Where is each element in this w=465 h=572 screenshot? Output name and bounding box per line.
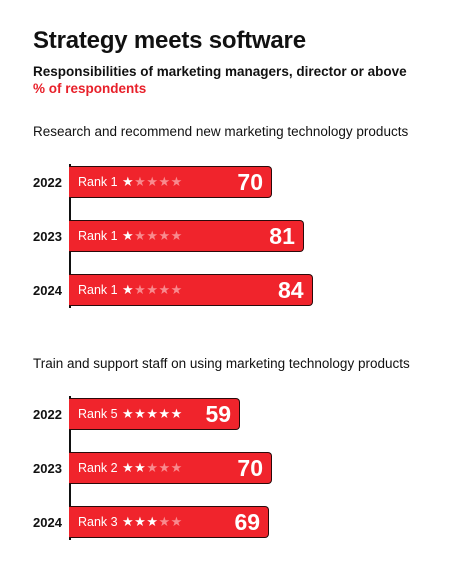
star-filled-icon: ★: [134, 514, 147, 529]
star-filled-icon: ★: [122, 406, 135, 421]
star-empty-icon: ★: [146, 228, 159, 243]
rank-stars: ★★★★★: [122, 514, 183, 530]
star-empty-icon: ★: [146, 460, 159, 475]
star-filled-icon: ★: [146, 514, 159, 529]
rank-stars: ★★★★★: [122, 282, 183, 298]
star-filled-icon: ★: [146, 406, 159, 421]
star-filled-icon: ★: [158, 406, 171, 421]
year-label: 2024: [33, 515, 62, 530]
rank-label: Rank 2: [78, 461, 118, 475]
rank-stars: ★★★★★: [122, 406, 183, 422]
rank-label: Rank 1: [78, 229, 118, 243]
value-label: 59: [205, 401, 232, 427]
star-filled-icon: ★: [134, 460, 147, 475]
star-empty-icon: ★: [170, 282, 183, 297]
star-filled-icon: ★: [122, 460, 135, 475]
star-empty-icon: ★: [170, 514, 183, 529]
star-empty-icon: ★: [158, 460, 171, 475]
star-filled-icon: ★: [170, 406, 183, 421]
value-label: 84: [278, 277, 304, 303]
star-empty-icon: ★: [170, 460, 183, 475]
year-label: 2024: [33, 283, 62, 298]
star-empty-icon: ★: [170, 228, 183, 243]
bar: Rank 3 ★★★★★ 69: [69, 506, 270, 538]
star-empty-icon: ★: [170, 174, 183, 189]
value-label: 81: [269, 223, 295, 249]
star-empty-icon: ★: [134, 228, 147, 243]
year-label: 2022: [33, 407, 62, 422]
rank-label: Rank 3: [78, 515, 118, 529]
star-empty-icon: ★: [146, 282, 159, 297]
panel-title: Research and recommend new marketing tec…: [33, 124, 409, 139]
star-filled-icon: ★: [122, 174, 135, 189]
star-filled-icon: ★: [122, 282, 135, 297]
star-empty-icon: ★: [158, 514, 171, 529]
year-label: 2023: [33, 229, 62, 244]
bar: Rank 1 ★★★★★ 81: [69, 220, 304, 252]
value-label: 70: [237, 455, 263, 481]
rank-stars: ★★★★★: [122, 228, 183, 244]
star-filled-icon: ★: [122, 514, 135, 529]
panel-title: Train and support staff on using marketi…: [33, 356, 410, 371]
rank-label: Rank 5: [78, 407, 118, 421]
star-empty-icon: ★: [158, 174, 171, 189]
value-label: 70: [237, 169, 263, 195]
rank-stars: ★★★★★: [122, 460, 183, 476]
star-empty-icon: ★: [134, 282, 147, 297]
chart-subtitle: Responsibilities of marketing managers, …: [33, 64, 407, 79]
rank-label: Rank 1: [78, 175, 118, 189]
rank-label: Rank 1: [78, 283, 118, 297]
chart-title: Strategy meets software: [33, 27, 306, 54]
bar: Rank 5 ★★★★★ 59: [69, 398, 241, 430]
star-empty-icon: ★: [158, 228, 171, 243]
star-empty-icon: ★: [134, 174, 147, 189]
star-empty-icon: ★: [146, 174, 159, 189]
bar: Rank 2 ★★★★★ 70: [69, 452, 272, 484]
star-filled-icon: ★: [134, 406, 147, 421]
bar: Rank 1 ★★★★★ 70: [69, 166, 272, 198]
value-label: 69: [234, 509, 261, 535]
year-label: 2023: [33, 461, 62, 476]
unit-label: % of respondents: [33, 81, 147, 96]
year-label: 2022: [33, 175, 62, 190]
star-empty-icon: ★: [158, 282, 171, 297]
rank-stars: ★★★★★: [122, 174, 183, 190]
bar: Rank 1 ★★★★★ 84: [69, 274, 313, 306]
star-filled-icon: ★: [122, 228, 135, 243]
